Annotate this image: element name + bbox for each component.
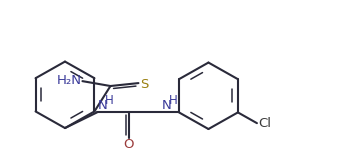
Text: S: S [140,78,149,91]
Text: N: N [98,99,108,112]
Text: N: N [162,99,172,112]
Text: H: H [169,94,178,107]
Text: O: O [124,138,134,151]
Text: H: H [105,94,114,107]
Text: Cl: Cl [258,117,271,130]
Text: H₂N: H₂N [57,74,81,87]
